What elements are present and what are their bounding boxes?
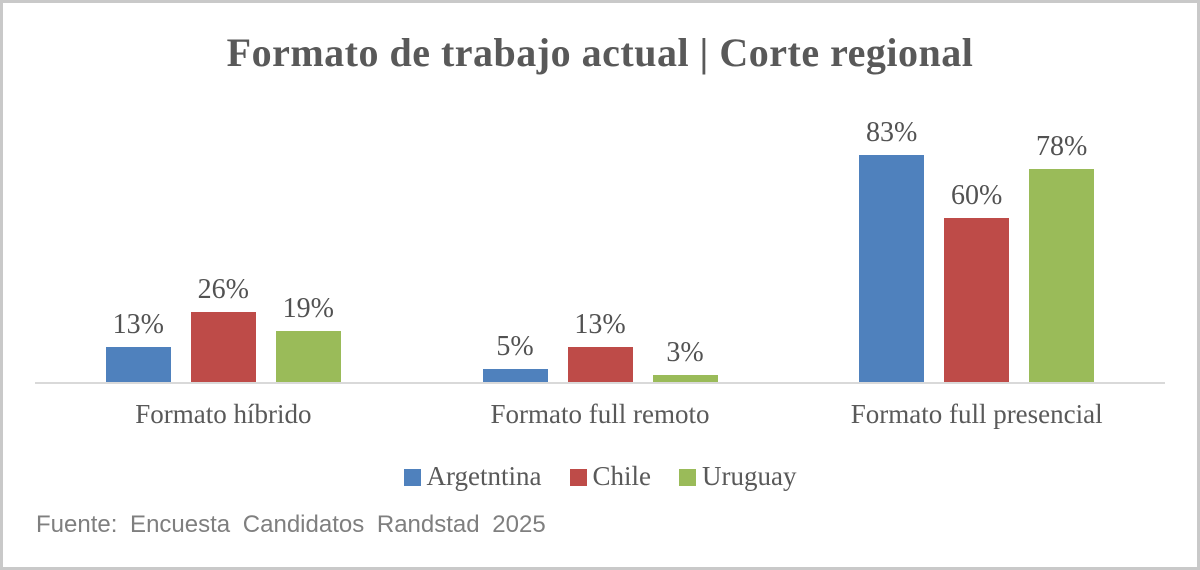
legend-item: Uruguay — [679, 461, 796, 492]
legend-label: Chile — [592, 461, 652, 491]
legend-label: Argetntina — [426, 461, 542, 491]
bar-value-label: 19% — [282, 293, 334, 324]
bar-value-label: 26% — [197, 274, 249, 305]
plot-area: 13% 26% 19% 5% 13% 3% 83% 60% 78% — [35, 103, 1165, 383]
bar — [567, 347, 633, 383]
bar-column: 13% — [567, 309, 633, 383]
chart-title: Formato de trabajo actual | Corte region… — [226, 30, 974, 75]
bar-column: 5% — [482, 331, 548, 383]
legend-swatch-icon — [679, 469, 696, 486]
bar — [105, 347, 171, 383]
bar-value-label: 13% — [112, 309, 164, 340]
bar-group: 5% 13% 3% — [412, 103, 789, 383]
bar-group: 13% 26% 19% — [35, 103, 412, 383]
legend-item: Chile — [569, 461, 652, 492]
bar-column: 13% — [105, 309, 171, 383]
bar-value-label: 5% — [496, 331, 534, 362]
legend-swatch-icon — [569, 469, 587, 486]
bar — [482, 369, 548, 383]
bar-group: 83% 60% 78% — [788, 103, 1165, 383]
bar — [1029, 169, 1095, 383]
bar-value-label: 78% — [1036, 131, 1088, 162]
bar-column: 60% — [944, 180, 1010, 383]
bar-value-label: 60% — [951, 180, 1003, 211]
bar-column: 26% — [190, 274, 256, 383]
legend-label: Uruguay — [702, 461, 797, 491]
x-axis-line — [35, 382, 1165, 384]
category-label: Formato full presencial — [850, 399, 1103, 429]
bar — [190, 312, 256, 383]
bar-value-label: 13% — [574, 309, 626, 340]
category-labels-row: Formato híbrido Formato full remoto Format… — [35, 399, 1165, 430]
category-label: Formato full remoto — [490, 399, 710, 429]
legend-item: Argetntina — [403, 461, 542, 492]
bar — [859, 155, 925, 383]
source-note: Fuente: Encuesta Candidatos Randstad 202… — [36, 511, 546, 538]
bar — [652, 375, 718, 383]
bar-column: 3% — [652, 337, 718, 383]
bar — [275, 331, 341, 383]
legend: Argetntina Chile Uruguay — [3, 461, 1197, 492]
bar-column: 19% — [275, 293, 341, 383]
bar-column: 83% — [859, 117, 925, 383]
legend-swatch-icon — [403, 469, 421, 486]
bar-value-label: 83% — [866, 117, 918, 148]
bar-value-label: 3% — [666, 337, 704, 368]
category-label: Formato híbrido — [135, 399, 312, 429]
bar-column: 78% — [1029, 131, 1095, 383]
bar — [944, 218, 1010, 383]
